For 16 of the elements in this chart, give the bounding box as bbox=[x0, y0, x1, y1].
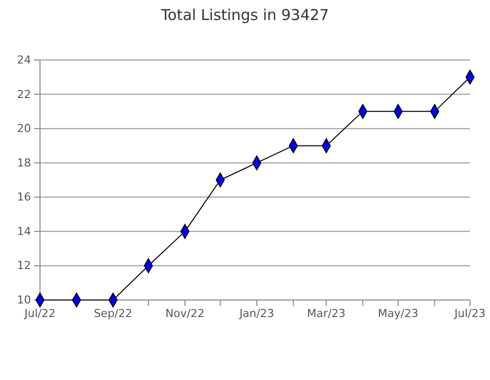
y-tick-label: 14 bbox=[17, 224, 31, 238]
x-tick-label: Mar/23 bbox=[307, 306, 346, 320]
y-tick-label: 24 bbox=[17, 54, 31, 67]
y-tick-label: 12 bbox=[17, 259, 31, 272]
chart-title: Total Listings in 93427 bbox=[160, 6, 329, 24]
y-tick-label: 16 bbox=[17, 190, 31, 204]
y-tick-label: 20 bbox=[17, 122, 31, 136]
y-tick-label: 18 bbox=[17, 156, 31, 170]
x-tick-label: Jan/23 bbox=[238, 306, 274, 320]
x-tick-label: Jul/22 bbox=[24, 306, 56, 320]
y-tick-label: 10 bbox=[17, 294, 31, 307]
x-tick-label: Nov/22 bbox=[165, 306, 204, 320]
x-tick-label: Jul/23 bbox=[454, 306, 486, 320]
y-tick-label: 22 bbox=[17, 88, 31, 101]
x-tick-label: May/23 bbox=[378, 306, 418, 320]
x-tick-label: Sep/22 bbox=[94, 306, 132, 320]
